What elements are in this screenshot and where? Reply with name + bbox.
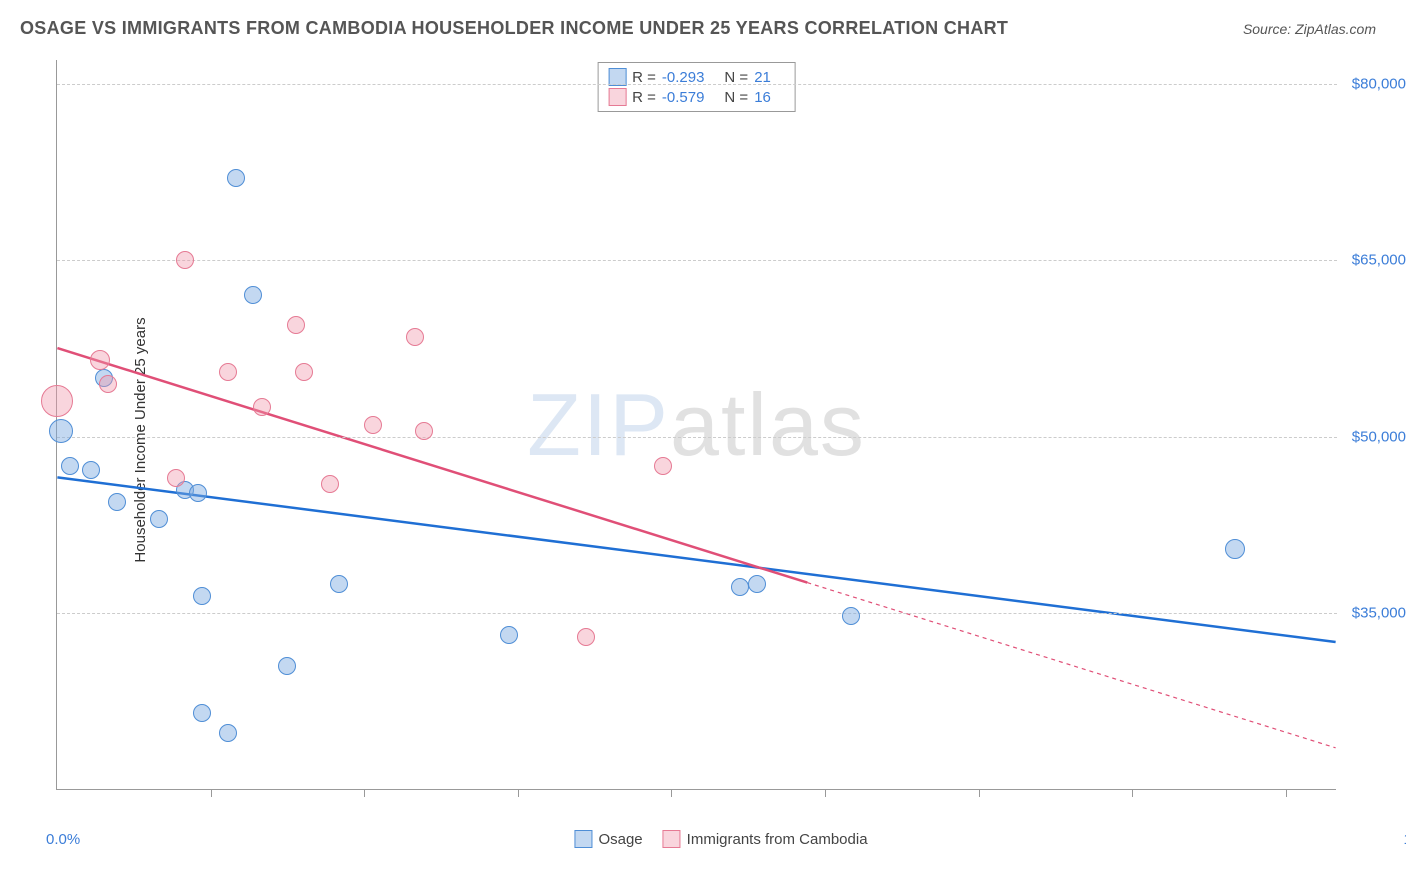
y-tick-label: $80,000 xyxy=(1341,75,1406,92)
data-point xyxy=(82,461,100,479)
data-point xyxy=(500,626,518,644)
watermark: ZIPatlas xyxy=(527,374,866,476)
r-value: -0.579 xyxy=(662,89,705,106)
legend-item: Osage xyxy=(574,830,642,848)
data-point xyxy=(99,375,117,393)
data-point xyxy=(189,484,207,502)
source-label: Source: ZipAtlas.com xyxy=(1243,21,1376,37)
x-tick xyxy=(364,789,365,797)
series-swatch xyxy=(608,88,626,106)
y-tick-label: $35,000 xyxy=(1341,605,1406,622)
data-point xyxy=(321,475,339,493)
stats-row: R = -0.579 N = 16 xyxy=(608,87,785,107)
watermark-zip: ZIP xyxy=(527,375,670,474)
data-point xyxy=(49,419,73,443)
x-tick xyxy=(211,789,212,797)
data-point xyxy=(287,316,305,334)
data-point xyxy=(227,169,245,187)
data-point xyxy=(41,385,73,417)
data-point xyxy=(176,251,194,269)
n-label: N = xyxy=(724,89,748,106)
data-point xyxy=(364,416,382,434)
data-point xyxy=(219,724,237,742)
data-point xyxy=(61,457,79,475)
grid-line xyxy=(57,613,1337,614)
legend-label: Osage xyxy=(598,831,642,848)
legend-swatch xyxy=(574,830,592,848)
x-tick xyxy=(518,789,519,797)
stats-legend-box: R = -0.293 N = 21 R = -0.579 N = 16 xyxy=(597,62,796,112)
data-point xyxy=(193,587,211,605)
plot-area: ZIPatlas R = -0.293 N = 21 R = -0.579 N … xyxy=(56,60,1336,790)
y-tick-label: $65,000 xyxy=(1341,252,1406,269)
y-tick-label: $50,000 xyxy=(1341,428,1406,445)
legend-item: Immigrants from Cambodia xyxy=(663,830,868,848)
r-label: R = xyxy=(632,89,656,106)
data-point xyxy=(842,607,860,625)
n-value: 16 xyxy=(754,89,771,106)
trend-lines xyxy=(57,60,1336,789)
data-point xyxy=(193,704,211,722)
grid-line xyxy=(57,84,1337,85)
legend-swatch xyxy=(663,830,681,848)
data-point xyxy=(108,493,126,511)
data-point xyxy=(731,578,749,596)
x-tick xyxy=(671,789,672,797)
data-point xyxy=(219,363,237,381)
chart-container: Householder Income Under 25 years ZIPatl… xyxy=(56,60,1386,820)
x-tick xyxy=(1286,789,1287,797)
data-point xyxy=(150,510,168,528)
data-point xyxy=(278,657,296,675)
data-point xyxy=(415,422,433,440)
data-point xyxy=(244,286,262,304)
x-tick xyxy=(1132,789,1133,797)
series-legend: Osage Immigrants from Cambodia xyxy=(574,830,867,848)
chart-title: OSAGE VS IMMIGRANTS FROM CAMBODIA HOUSEH… xyxy=(20,18,1008,39)
data-point xyxy=(1225,539,1245,559)
data-point xyxy=(406,328,424,346)
grid-line xyxy=(57,260,1337,261)
watermark-atlas: atlas xyxy=(670,375,866,474)
data-point xyxy=(577,628,595,646)
data-point xyxy=(90,350,110,370)
grid-line xyxy=(57,437,1337,438)
data-point xyxy=(167,469,185,487)
x-tick xyxy=(825,789,826,797)
x-axis-min-label: 0.0% xyxy=(46,831,80,848)
x-tick xyxy=(979,789,980,797)
legend-label: Immigrants from Cambodia xyxy=(687,831,868,848)
data-point xyxy=(654,457,672,475)
data-point xyxy=(330,575,348,593)
data-point xyxy=(253,398,271,416)
data-point xyxy=(748,575,766,593)
data-point xyxy=(295,363,313,381)
